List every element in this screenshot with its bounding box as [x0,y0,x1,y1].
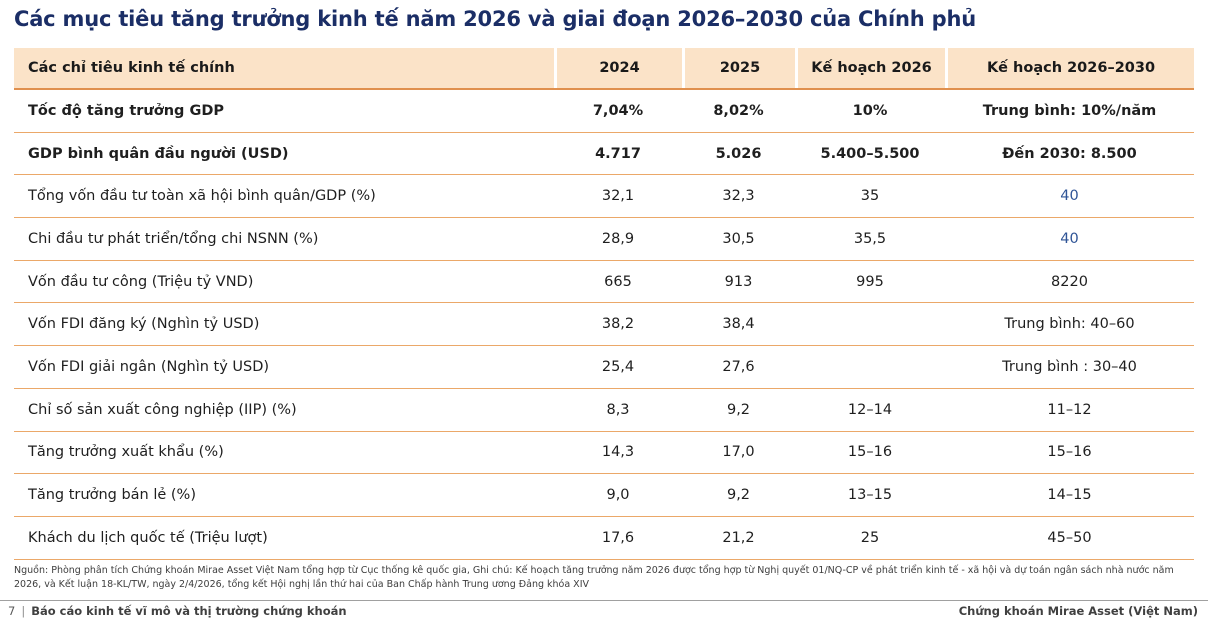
row-label: Vốn FDI giải ngân (Nghìn tỷ USD) [28,358,270,375]
cell-value: 14–15 [1047,487,1092,504]
column-header: 2025 [682,48,795,88]
report-page: Các mục tiêu tăng trưởng kinh tế năm 202… [14,7,1194,591]
table-row: Vốn FDI giải ngân (Nghìn tỷ USD) 25,4 27,6… [14,346,1194,389]
row-label: Tốc độ tăng trưởng GDP [28,102,225,119]
source-note: Nguồn: Phòng phân tích Chứng khoán Mirae… [14,564,1174,591]
cell-value: 27,6 [722,358,755,375]
cell-value: 5.400–5.500 [820,145,920,162]
cell-value: 15–16 [1047,444,1092,461]
cell-value: 28,9 [601,230,635,247]
row-label: Vốn đầu tư công (Triệu tỷ VND) [28,273,254,290]
cell-value: 35,5 [853,230,887,247]
cell-value: 40 [1060,188,1079,205]
footer-separator: | [21,604,26,618]
row-label: Chỉ số sản xuất công nghiệp (IIP) (%) [28,401,297,418]
cell-value: 913 [724,273,753,290]
cell-value: 40 [1060,230,1079,247]
cell-value: 10% [852,102,888,119]
cell-value: 45–50 [1047,529,1092,546]
cell-value: 21,2 [722,529,755,546]
table-row: Vốn đầu tư công (Triệu tỷ VND) 665 913 995 8… [14,261,1194,304]
cell-value: 12–14 [847,401,893,418]
cell-value [795,303,945,345]
cell-value: 9,2 [726,487,751,504]
cell-value: 14,3 [601,444,635,461]
cell-value: 8,02% [713,102,764,119]
cell-value: Trung bình: 40–60 [1004,316,1135,333]
footer-bar: 7 | Báo cáo kinh tế vĩ mô và thị trường … [0,600,1208,622]
cell-value: 995 [856,273,884,290]
table-row: Chi đầu tư phát triển/tổng chi NSNN (%) 2… [14,218,1194,261]
column-header: Các chỉ tiêu kinh tế chính [14,48,554,88]
table-row: Vốn FDI đăng ký (Nghìn tỷ USD) 38,2 38,4 Tr… [14,303,1194,347]
row-label: Tăng trưởng bán lẻ (%) [28,487,196,504]
cell-value: 8,3 [606,401,630,418]
cell-value: Đến 2030: 8.500 [1002,145,1137,162]
table-row: Khách du lịch quốc tế (Triệu lượt) 17,6 21… [14,517,1194,560]
row-label: Tổng vốn đầu tư toàn xã hội bình quân/GD… [28,188,376,205]
row-label: GDP bình quân đầu người (USD) [28,145,289,162]
cell-value [795,346,945,388]
cell-value: 9,2 [726,401,751,418]
cell-value: 38,4 [722,316,755,333]
row-label: Khách du lịch quốc tế (Triệu lượt) [28,529,268,546]
table-row: Tốc độ tăng trưởng GDP 7,04% 8,02% 10% Trung… [14,90,1194,133]
cell-value: 7,04% [592,102,644,119]
page-title: Các mục tiêu tăng trưởng kinh tế năm 202… [14,7,976,31]
page-number: 7 [8,604,16,618]
cell-value: 25 [860,529,880,546]
row-label: Chi đầu tư phát triển/tổng chi NSNN (%) [28,230,319,247]
cell-value: 11–12 [1047,401,1092,418]
table-row: Tổng vốn đầu tư toàn xã hội bình quân/GD… [14,175,1194,219]
table-row: Tăng trưởng bán lẻ (%) 9,0 9,2 13–15 14–15 [14,474,1194,517]
cell-value: 17,6 [601,529,635,546]
cell-value: 5.026 [715,145,762,162]
table-body: Tốc độ tăng trưởng GDP 7,04% 8,02% 10% Trung… [14,90,1194,560]
column-header: Kế hoạch 2026–2030 [945,48,1194,88]
row-label: Vốn FDI đăng ký (Nghìn tỷ USD) [28,316,260,333]
cell-value: 9,0 [606,487,630,504]
cell-value: 32,1 [601,188,635,205]
footer-report-title: Báo cáo kinh tế vĩ mô và thị trường chứn… [31,604,347,618]
cell-value: Trung bình: 10%/năm [982,102,1157,119]
cell-value: 17,0 [722,444,755,461]
cell-value: 8220 [1051,273,1088,290]
cell-value: 30,5 [722,230,755,247]
table-header-row: Các chỉ tiêu kinh tế chính 2024 2025 Kế hoạ… [14,48,1194,90]
cell-value: 13–15 [847,487,893,504]
cell-value: Trung bình : 30–40 [1002,358,1137,375]
cell-value: 35 [860,188,880,205]
footer-left: 7 | Báo cáo kinh tế vĩ mô và thị trường … [8,604,347,618]
economic-targets-table: Các chỉ tiêu kinh tế chính 2024 2025 Kế hoạ… [14,48,1194,560]
cell-value: 38,2 [601,316,635,333]
cell-value: 25,4 [601,358,635,375]
column-header: 2024 [554,48,682,88]
cell-value: 4.717 [595,145,641,162]
cell-value: 665 [604,273,632,290]
table-row: Tăng trưởng xuất khẩu (%) 14,3 17,0 15–16 15… [14,432,1194,475]
table-row: GDP bình quân đầu người (USD) 4.717 5.026 5… [14,133,1194,176]
footer-company: Chứng khoán Mirae Asset (Việt Nam) [958,604,1198,618]
column-header: Kế hoạch 2026 [795,48,945,88]
row-label: Tăng trưởng xuất khẩu (%) [28,444,224,461]
cell-value: 32,3 [722,188,755,205]
table-row: Chỉ số sản xuất công nghiệp (IIP) (%) 8,3… [14,389,1194,432]
cell-value: 15–16 [847,444,893,461]
